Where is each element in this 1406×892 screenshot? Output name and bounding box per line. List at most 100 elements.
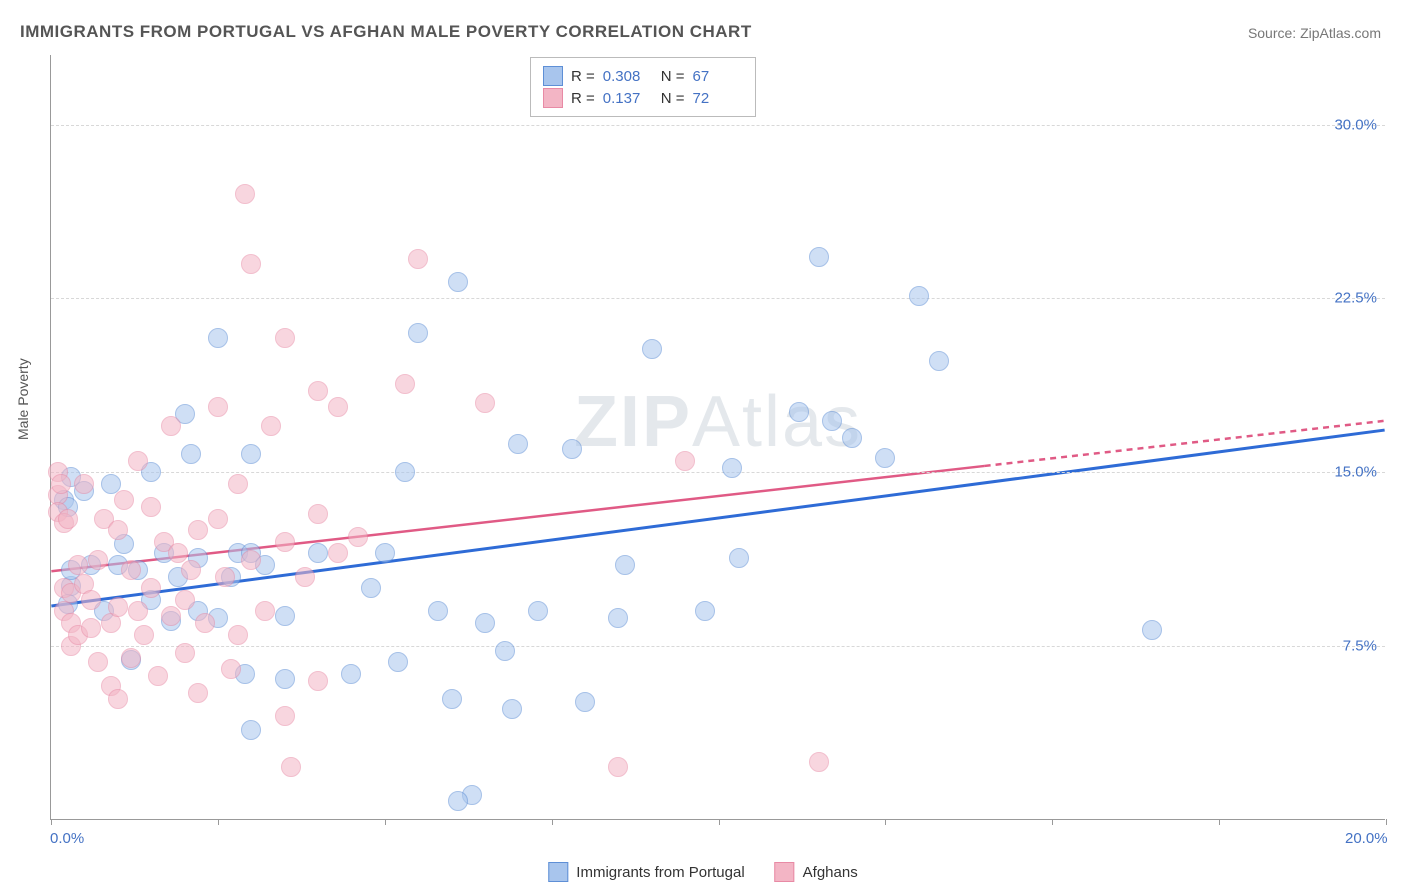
data-point — [121, 648, 141, 668]
data-point — [141, 497, 161, 517]
data-point — [68, 555, 88, 575]
legend-r-value: 0.137 — [603, 90, 653, 107]
data-point — [208, 397, 228, 417]
legend-r-value: 0.308 — [603, 68, 653, 85]
data-point — [241, 550, 261, 570]
data-point — [608, 757, 628, 777]
correlation-legend: R = 0.308 N = 67 R = 0.137 N = 72 — [530, 57, 756, 117]
legend-r-label: R = — [571, 68, 595, 85]
data-point — [1142, 620, 1162, 640]
data-point — [395, 374, 415, 394]
x-tick — [1219, 819, 1220, 825]
data-point — [615, 555, 635, 575]
legend-n-label: N = — [661, 90, 685, 107]
y-tick-label: 30.0% — [1334, 116, 1377, 133]
data-point — [375, 543, 395, 563]
data-point — [88, 550, 108, 570]
data-point — [88, 652, 108, 672]
data-point — [181, 444, 201, 464]
data-point — [195, 613, 215, 633]
data-point — [809, 247, 829, 267]
data-point — [275, 669, 295, 689]
data-point — [508, 434, 528, 454]
data-point — [208, 328, 228, 348]
data-point — [475, 613, 495, 633]
plot-area: ZIPAtlas 7.5%15.0%22.5%30.0% — [50, 55, 1385, 820]
data-point — [241, 720, 261, 740]
data-point — [722, 458, 742, 478]
y-tick-label: 15.0% — [1334, 464, 1377, 481]
data-point — [341, 664, 361, 684]
data-point — [128, 601, 148, 621]
data-point — [241, 444, 261, 464]
data-point — [388, 652, 408, 672]
data-point — [642, 339, 662, 359]
data-point — [361, 578, 381, 598]
legend-label: Immigrants from Portugal — [576, 864, 744, 881]
data-point — [495, 641, 515, 661]
data-point — [695, 601, 715, 621]
legend-label: Afghans — [803, 864, 858, 881]
data-point — [528, 601, 548, 621]
y-axis-label: Male Poverty — [15, 358, 31, 440]
data-point — [235, 184, 255, 204]
chart-title: IMMIGRANTS FROM PORTUGAL VS AFGHAN MALE … — [20, 22, 752, 42]
legend-item: Afghans — [775, 862, 858, 882]
data-point — [308, 381, 328, 401]
data-point — [328, 543, 348, 563]
legend-row: R = 0.308 N = 67 — [543, 66, 743, 86]
gridline — [51, 472, 1385, 473]
data-point — [114, 490, 134, 510]
data-point — [395, 462, 415, 482]
y-tick-label: 22.5% — [1334, 290, 1377, 307]
data-point — [448, 791, 468, 811]
data-point — [275, 706, 295, 726]
legend-n-label: N = — [661, 68, 685, 85]
legend-swatch — [775, 862, 795, 882]
data-point — [608, 608, 628, 628]
legend-row: R = 0.137 N = 72 — [543, 88, 743, 108]
data-point — [475, 393, 495, 413]
y-tick-label: 7.5% — [1343, 638, 1377, 655]
legend-n-value: 67 — [693, 68, 743, 85]
data-point — [58, 509, 78, 529]
data-point — [108, 597, 128, 617]
data-point — [255, 601, 275, 621]
data-point — [108, 520, 128, 540]
data-point — [148, 666, 168, 686]
gridline — [51, 125, 1385, 126]
data-point — [502, 699, 522, 719]
data-point — [121, 560, 141, 580]
data-point — [161, 606, 181, 626]
data-point — [442, 689, 462, 709]
data-point — [261, 416, 281, 436]
data-point — [215, 567, 235, 587]
data-point — [295, 567, 315, 587]
data-point — [428, 601, 448, 621]
x-tick — [1386, 819, 1387, 825]
data-point — [562, 439, 582, 459]
data-point — [128, 451, 148, 471]
data-point — [241, 254, 261, 274]
x-tick-label: 20.0% — [1345, 830, 1388, 847]
data-point — [161, 416, 181, 436]
data-point — [228, 625, 248, 645]
data-point — [675, 451, 695, 471]
data-point — [188, 683, 208, 703]
data-point — [842, 428, 862, 448]
trend-lines-layer — [51, 55, 1385, 819]
data-point — [575, 692, 595, 712]
x-tick — [385, 819, 386, 825]
data-point — [328, 397, 348, 417]
data-point — [134, 625, 154, 645]
data-point — [308, 671, 328, 691]
data-point — [108, 689, 128, 709]
data-point — [228, 474, 248, 494]
data-point — [175, 643, 195, 663]
data-point — [909, 286, 929, 306]
x-tick — [218, 819, 219, 825]
gridline — [51, 646, 1385, 647]
x-tick — [885, 819, 886, 825]
data-point — [929, 351, 949, 371]
legend-swatch — [548, 862, 568, 882]
